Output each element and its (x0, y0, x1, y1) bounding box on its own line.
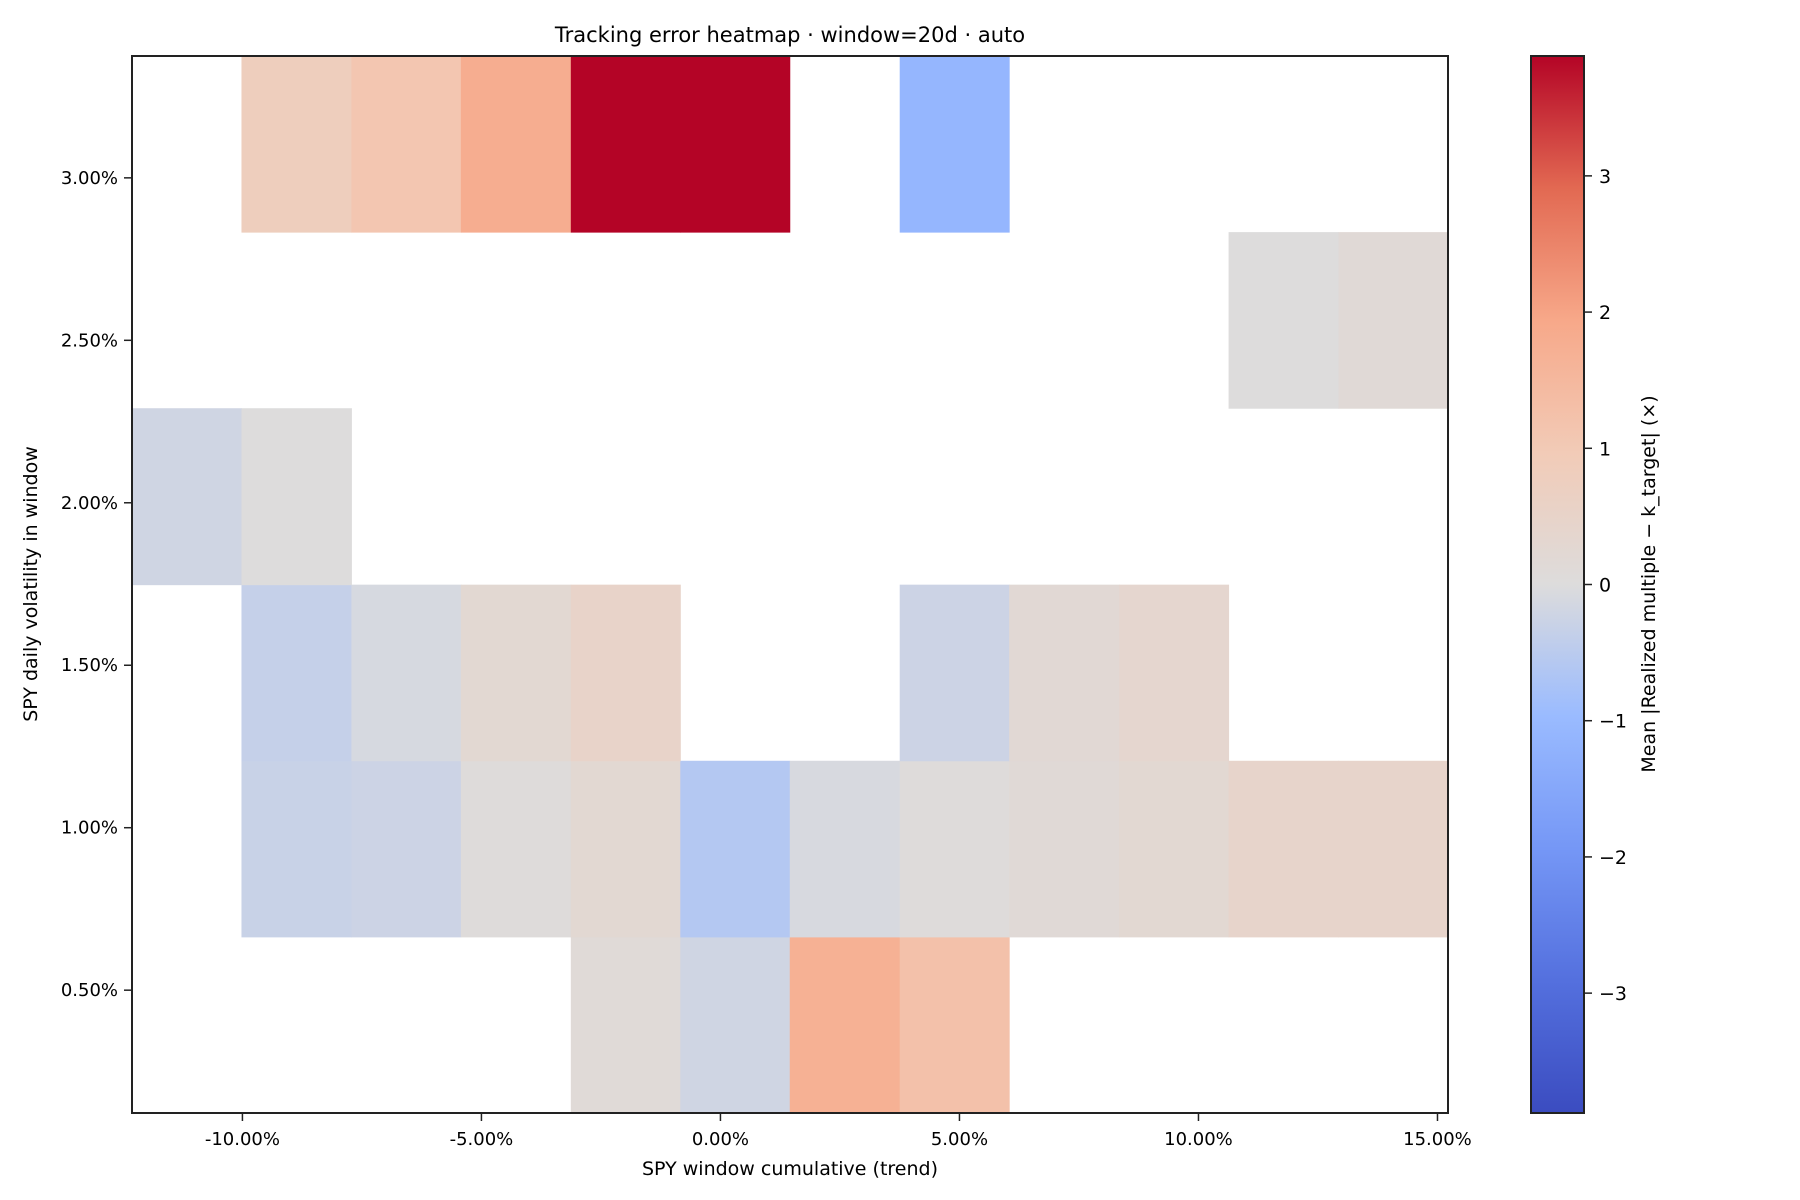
heatmap-cell (570, 936, 681, 1114)
heatmap-cell (1119, 584, 1230, 762)
y-axis-label: SPY daily volatility in window (20, 446, 42, 722)
heatmap-cell (899, 56, 1010, 233)
heatmap-cell (351, 56, 462, 233)
x-tick-label: 0.00% (692, 1129, 749, 1150)
colorbar-tick-label: −1 (1599, 711, 1627, 733)
x-tick-label: 5.00% (931, 1129, 988, 1150)
colorbar-tick-label: 2 (1599, 302, 1611, 324)
heatmap-cell (1119, 760, 1230, 938)
y-axis: 0.50% 1.00% 1.50% 2.00% 2.50% 3.00% (61, 168, 132, 1001)
heatmap-cell (1009, 760, 1120, 938)
y-tick-label: 3.00% (61, 168, 118, 189)
y-tick-label: 2.50% (61, 330, 118, 351)
heatmap-cell (351, 584, 462, 762)
heatmap-cell (899, 584, 1010, 762)
colorbar-tick-label: −2 (1599, 847, 1627, 869)
heatmap-cell (1228, 232, 1340, 409)
heatmap-cell (241, 56, 352, 233)
x-axis-label: SPY window cumulative (trend) (642, 1158, 938, 1180)
heatmap-cell (680, 56, 791, 233)
heatmap-cell (351, 760, 462, 938)
colorbar-tick-label: 3 (1599, 166, 1611, 188)
heatmap-cell (899, 936, 1010, 1114)
colorbar-tick-label: −3 (1599, 983, 1627, 1005)
x-axis: -10.00% -5.00% 0.00% 5.00% 10.00% 15.00% (205, 1113, 1472, 1150)
heatmap-cell (680, 760, 791, 938)
heatmap-cell (460, 760, 572, 938)
heatmap-cell (570, 56, 681, 233)
y-tick-label: 1.00% (61, 818, 118, 839)
heatmap-cell (1338, 760, 1449, 938)
colorbar (1530, 55, 1585, 1114)
heatmap-cell (1009, 584, 1120, 762)
heatmap-cell (241, 584, 352, 762)
x-tick-label: 15.00% (1403, 1129, 1472, 1150)
y-tick-label: 0.50% (61, 980, 118, 1001)
heatmap-cell (241, 408, 352, 586)
heatmap-cell (460, 584, 572, 762)
y-tick-label: 2.00% (61, 493, 118, 514)
colorbar-axis: −3 −2 −1 0 1 2 3 (1584, 166, 1627, 1005)
heatmap-cell (789, 760, 901, 938)
heatmap-cell (789, 936, 901, 1114)
colorbar-tick-label: 1 (1599, 438, 1611, 460)
heatmap-cell (570, 760, 681, 938)
heatmap-cell (132, 408, 242, 586)
heatmap-cell (680, 936, 791, 1114)
y-tick-label: 1.50% (61, 655, 118, 676)
heatmap-cell (1228, 760, 1340, 938)
chart-title: Tracking error heatmap · window=20d · au… (554, 23, 1025, 47)
plot-frame (131, 55, 1449, 1114)
colorbar-label: Mean |Realized multiple − k_target| (×) (1638, 395, 1660, 772)
x-tick-label: -10.00% (205, 1129, 280, 1150)
heatmap-cells (132, 56, 1449, 1114)
x-tick-label: -5.00% (450, 1129, 514, 1150)
heatmap-cell (241, 760, 352, 938)
x-tick-label: 10.00% (1164, 1129, 1233, 1150)
heatmap-cell (1338, 232, 1449, 409)
colorbar-tick-label: 0 (1599, 575, 1611, 597)
heatmap-cell (570, 584, 681, 762)
heatmap-cell (899, 760, 1010, 938)
heatmap-cell (460, 56, 572, 233)
